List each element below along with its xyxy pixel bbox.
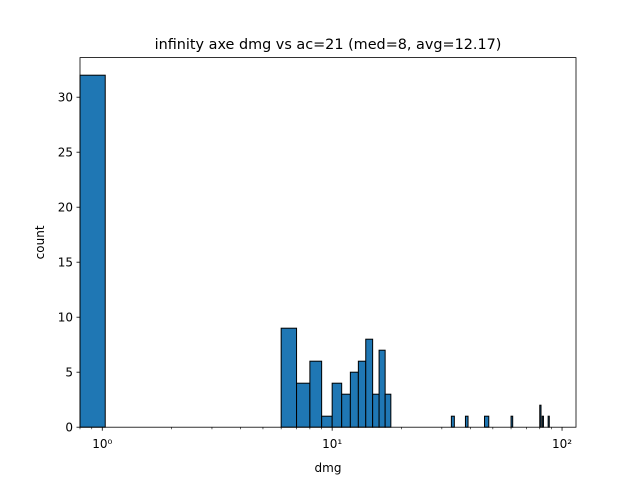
- histogram-bar: [365, 338, 374, 428]
- x-tick-label: 10⁰: [92, 437, 112, 451]
- histogram-bar: [384, 393, 392, 428]
- histogram-bars: [79, 74, 550, 428]
- histogram-bar: [510, 415, 514, 428]
- histogram-bar: [378, 349, 386, 428]
- y-tick-label: 25: [58, 146, 73, 160]
- y-tick-label: 15: [58, 256, 73, 270]
- histogram-bar: [541, 415, 544, 428]
- histogram-bar: [331, 382, 343, 428]
- x-axis-label: dmg: [315, 461, 342, 475]
- x-tick-label: 10¹: [322, 437, 342, 451]
- y-tick-label: 20: [58, 201, 73, 215]
- histogram-bar: [321, 415, 333, 428]
- histogram-bar: [484, 415, 490, 428]
- y-tick-label: 5: [65, 366, 73, 380]
- histogram-bar: [341, 393, 351, 428]
- histogram-bar: [309, 360, 323, 428]
- y-tick-label: 30: [58, 91, 73, 105]
- y-tick-label: 0: [65, 421, 73, 435]
- histogram-bar: [296, 382, 311, 428]
- histogram-bar: [349, 371, 359, 428]
- chart-title: infinity axe dmg vs ac=21 (med=8, avg=12…: [155, 37, 502, 53]
- y-axis-ticks: 0 5 10 15 20 25 30: [58, 91, 80, 435]
- histogram-bar: [280, 327, 298, 428]
- y-tick-label: 10: [58, 311, 73, 325]
- axes-frame: [79, 57, 577, 428]
- histogram-bar: [547, 415, 550, 428]
- histogram-bar: [464, 415, 469, 428]
- histogram-bar: [539, 404, 542, 428]
- histogram-bar: [450, 415, 455, 428]
- x-axis-ticks: 10⁰ 10¹ 10²: [79, 427, 572, 451]
- y-axis-label: count: [33, 225, 47, 259]
- histogram-bar: [372, 393, 380, 428]
- histogram-bar: [357, 360, 367, 428]
- histogram-bar: [79, 74, 106, 428]
- x-tick-label: 10²: [552, 437, 572, 451]
